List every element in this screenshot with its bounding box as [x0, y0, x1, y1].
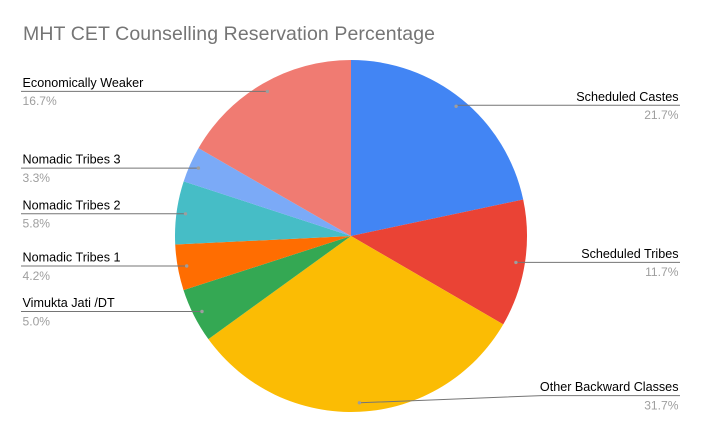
svg-text:Nomadic Tribes 1: Nomadic Tribes 1 [23, 251, 121, 265]
svg-text:21.7%: 21.7% [644, 108, 679, 122]
svg-text:Scheduled Castes: Scheduled Castes [576, 90, 678, 104]
svg-text:5.0%: 5.0% [23, 314, 51, 328]
svg-text:Nomadic Tribes 3: Nomadic Tribes 3 [23, 153, 121, 167]
svg-text:Nomadic Tribes 2: Nomadic Tribes 2 [23, 198, 121, 212]
svg-text:16.7%: 16.7% [23, 94, 58, 108]
svg-text:11.7%: 11.7% [645, 265, 679, 279]
svg-text:Scheduled Tribes: Scheduled Tribes [581, 247, 678, 261]
svg-text:5.8%: 5.8% [23, 217, 51, 231]
svg-text:31.7%: 31.7% [644, 398, 679, 412]
svg-text:Other Backward Classes: Other Backward Classes [540, 380, 679, 394]
svg-text:3.3%: 3.3% [23, 171, 51, 185]
svg-text:MHT CET Counselling Reservatio: MHT CET Counselling Reservation Percenta… [23, 23, 435, 45]
svg-text:4.2%: 4.2% [23, 269, 51, 283]
svg-text:Vimukta Jati /DT: Vimukta Jati /DT [23, 296, 115, 310]
svg-text:Economically Weaker: Economically Weaker [23, 76, 144, 90]
